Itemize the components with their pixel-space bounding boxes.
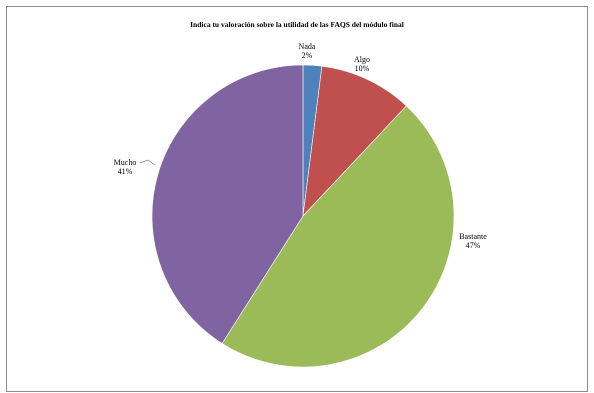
slice-label-algo-category: Algo — [354, 55, 370, 64]
pie-slice-algo — [302, 65, 407, 217]
slice-label-algo: Algo 10% — [354, 55, 370, 73]
pie-chart: Indica tu valoración sobre la utilidad d… — [114, 20, 487, 368]
chart-title: Indica tu valoración sobre la utilidad d… — [190, 20, 404, 29]
chart-area: Indica tu valoración sobre la utilidad d… — [6, 6, 588, 392]
slice-label-bastante-category: Bastante — [459, 232, 487, 241]
slice-label-mucho-percent: 41% — [118, 167, 133, 176]
slice-label-nada-category: Nada — [299, 42, 316, 51]
leader-line-mucho — [139, 159, 156, 166]
slice-label-algo-percent: 10% — [355, 64, 370, 73]
slice-label-nada: Nada 2% — [299, 42, 316, 60]
slice-label-bastante: Bastante 47% — [459, 232, 487, 250]
pie-slice-bastante — [221, 105, 455, 368]
slice-label-mucho: Mucho 41% — [114, 158, 137, 176]
slice-label-bastante-percent: 47% — [466, 241, 481, 250]
slice-label-nada-percent: 2% — [302, 51, 313, 60]
pie-slice-mucho — [151, 64, 304, 344]
slice-label-mucho-category: Mucho — [114, 158, 137, 167]
